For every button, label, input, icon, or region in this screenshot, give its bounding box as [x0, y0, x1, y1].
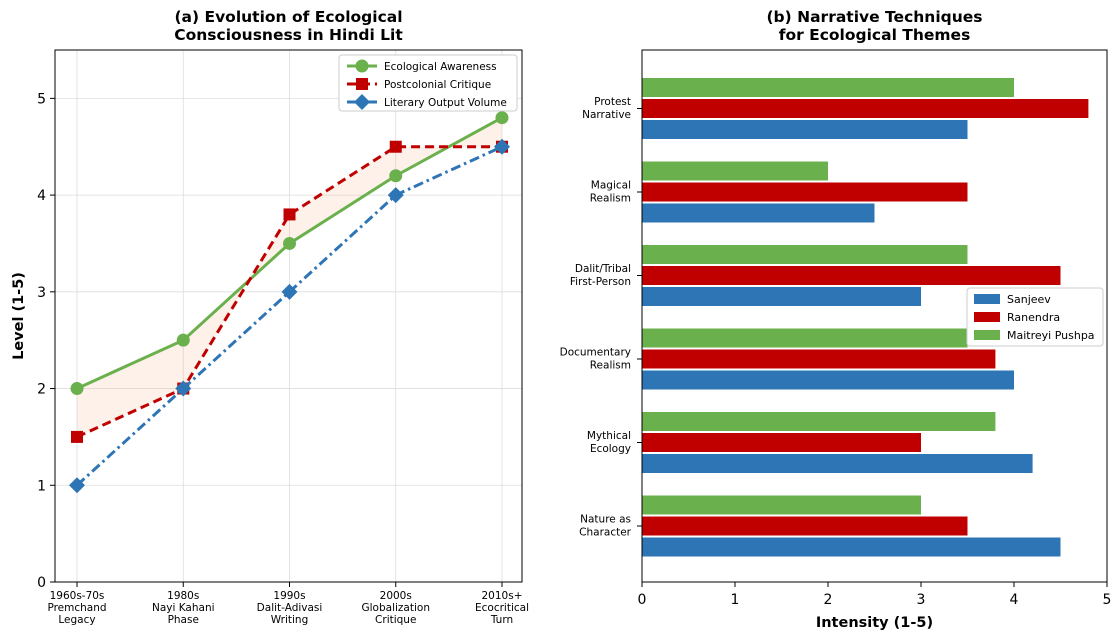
legend-label: Ecological Awareness [384, 61, 497, 73]
data-point [70, 382, 84, 396]
x-tick-label: 5 [1103, 592, 1112, 608]
chart-title: (b) Narrative Techniques for Ecological T… [766, 8, 982, 44]
data-point [495, 111, 509, 125]
y-tick-label: 2 [37, 382, 46, 398]
plot-frame [641, 49, 1108, 583]
legend-marker [356, 78, 368, 90]
data-point [69, 477, 85, 494]
bar [642, 370, 1014, 390]
x-tick-label: 0 [638, 592, 647, 608]
y-tick-label: 4 [37, 188, 46, 204]
y-tick-label: Magical Realism [590, 180, 631, 205]
data-point [176, 333, 190, 347]
data-point [389, 169, 403, 183]
y-axis-label: Level (1-5) [11, 272, 27, 360]
bar [642, 454, 1033, 473]
bar-chart-narrative-techniques: Nature as Character Mythical Ecology Documen… [560, 8, 1112, 631]
x-tick-label: 1960s-70s Premchand Legacy [47, 590, 106, 626]
legend-swatch [974, 294, 1000, 304]
legend-label: Literary Output Volume [384, 97, 507, 109]
series-line-1 [76, 145, 502, 439]
y-tick-label: 3 [37, 285, 46, 301]
y-tick-label: Protest Narrative [582, 96, 631, 121]
bar [642, 412, 996, 431]
x-tick-label: 1980s Nayi Kahani Phase [152, 590, 215, 626]
legend-marker [354, 94, 370, 110]
fill-between-area [77, 117, 502, 437]
y-tick-label: Nature as Character [579, 514, 632, 539]
data-point [283, 208, 296, 221]
bar [642, 495, 921, 515]
y-tick-label: Mythical Ecology [587, 430, 631, 455]
legend-marker [355, 59, 369, 73]
bar [642, 266, 1061, 285]
bar [642, 203, 875, 223]
bar [642, 161, 828, 181]
x-tick-label: 2010s+ Ecocritical Turn [475, 590, 529, 626]
bar [642, 182, 968, 202]
line-chart-evolution: 0 1 2 3 4 5 1960s-70s Premchand Legacy 1980s Nayi … [11, 8, 529, 626]
data-point [281, 283, 298, 300]
y-tick-label: 0 [37, 575, 46, 591]
x-tick-label: 2 [824, 592, 833, 608]
y-tick-label: 1 [37, 478, 46, 494]
bar [642, 328, 968, 348]
x-tick-label: 3 [917, 592, 926, 608]
chart-title: (a) Evolution of Ecological Consciousness… [174, 8, 403, 44]
legend-label: Postcolonial Critique [384, 79, 491, 91]
legend-label: Maitreyi Pushpa [1007, 329, 1095, 342]
bar [642, 245, 968, 264]
legend-label: Ranendra [1007, 311, 1060, 324]
x-tick-label: 2000s Globalization Critique [362, 590, 430, 626]
data-point [387, 187, 404, 204]
bar [642, 287, 921, 306]
legend-box [338, 54, 518, 112]
data-point [175, 380, 192, 397]
legend-swatch [974, 312, 1000, 322]
bar [642, 516, 968, 536]
x-tick-label: 1 [731, 592, 740, 608]
data-point [389, 140, 402, 153]
legend-swatch [974, 330, 1000, 340]
x-axis-label: Intensity (1-5) [816, 615, 933, 631]
y-tick-label: 5 [37, 91, 46, 107]
plot-frame [54, 49, 523, 583]
data-point [71, 430, 83, 443]
data-point [494, 138, 510, 155]
bar [642, 78, 1014, 97]
x-tick-label: 1990s Dalit-Adivasi Writing [257, 590, 323, 626]
bar [642, 537, 1061, 557]
bar [642, 433, 921, 452]
y-tick-label: Dalit/Tribal First-Person [570, 263, 631, 288]
bar [642, 99, 1089, 118]
legend-label: Sanjeev [1007, 293, 1051, 306]
data-point [283, 236, 296, 250]
bar [642, 349, 996, 369]
y-tick-label: Documentary Realism [560, 347, 631, 372]
x-tick-label: 4 [1010, 592, 1019, 608]
legend-box [966, 287, 1104, 347]
bar [642, 120, 968, 139]
